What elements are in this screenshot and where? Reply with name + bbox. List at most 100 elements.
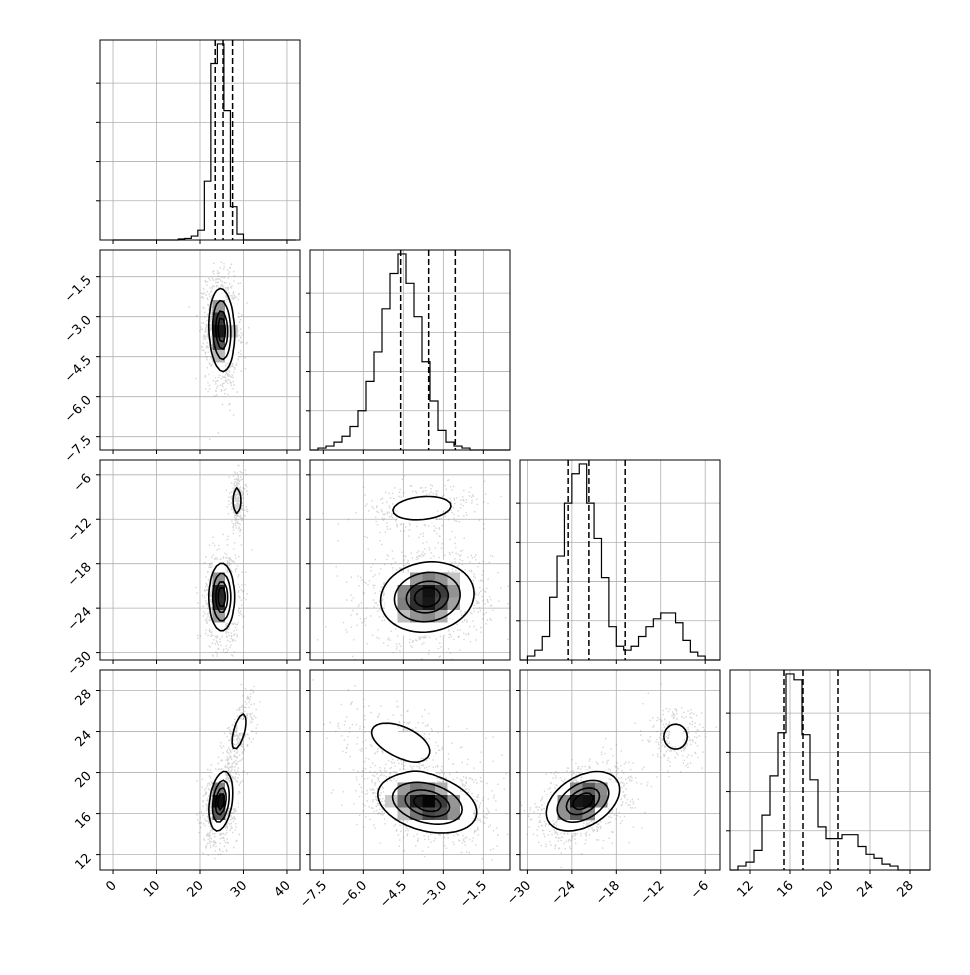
density-cell: [460, 597, 473, 611]
contour-level-4: [217, 317, 227, 343]
x-tick-label: 30: [228, 878, 250, 900]
density-cell: [237, 720, 251, 733]
contour-level-1: [545, 723, 689, 832]
contour-level-4: [572, 792, 594, 811]
density-cell: [460, 795, 473, 808]
panel-content: [520, 683, 717, 869]
y-tick-label: −12: [65, 515, 95, 545]
density-cell: [545, 807, 558, 821]
x-tick-label: −6.0: [337, 878, 370, 911]
density-cell: [422, 745, 436, 758]
panel-r2-c0: −6 −12 −18 −24 −30: [65, 459, 301, 679]
y-tick-label: 24: [73, 728, 95, 750]
density-cell: [410, 622, 423, 636]
density-cell: [422, 510, 436, 523]
density-cell: [582, 795, 596, 808]
density-cell: [557, 807, 571, 821]
y-tick-label: −30: [65, 649, 95, 679]
density-cell: [435, 820, 448, 833]
density-cell: [410, 745, 423, 758]
x-tick-label: 0: [103, 878, 119, 894]
y-tick-label: 16: [73, 810, 95, 832]
density-cell: [422, 597, 436, 611]
density-cell: [410, 497, 423, 511]
histogram-step-line: [520, 463, 720, 661]
density-cell: [422, 795, 436, 808]
contour-level-3: [405, 580, 450, 614]
y-tick-label: −6.0: [62, 393, 95, 426]
x-tick-label: −6: [688, 878, 712, 902]
density-cell: [397, 745, 411, 758]
panel-r0-c0: [96, 39, 301, 244]
x-tick-label: 24: [855, 878, 877, 900]
histogram-step-line: [310, 253, 510, 451]
density-cell: [422, 622, 436, 636]
density-cell: [460, 585, 473, 598]
density-cell: [582, 782, 596, 796]
x-tick-label: 12: [735, 878, 757, 900]
contour-level-4: [217, 793, 225, 811]
contour-level-2: [211, 779, 231, 823]
panel-content: [312, 679, 509, 861]
y-tick-label: −24: [65, 604, 95, 634]
axes-frame: [309, 669, 511, 871]
panel-r3-c1: −7.5 −6.0 −4.5 −3.0 −1.5: [297, 669, 511, 911]
density-cell: [670, 732, 683, 746]
contour-level-3: [565, 787, 601, 816]
y-tick-label: 28: [73, 687, 95, 709]
axes-frame: [519, 669, 721, 871]
density-cell: [212, 782, 226, 796]
axes-frame: [309, 459, 511, 661]
contour-level-1: [379, 495, 475, 634]
density-cell: [385, 720, 398, 733]
axes-frame: [519, 459, 721, 661]
density-cell: [397, 732, 411, 746]
panel-r1-c0: −1.5 −3.0 −4.5 −6.0 −7.5: [62, 249, 301, 466]
scatter-points: [196, 683, 261, 860]
density-cell: [385, 807, 398, 821]
contour-level-4: [413, 586, 442, 608]
panel-content: [195, 464, 253, 657]
histogram-step-line: [113, 43, 296, 241]
contour-level-3: [215, 581, 229, 613]
panel-r3-c0: 0 10 20 30 40 28 24 20 16 12: [73, 669, 301, 901]
density-cell: [385, 597, 398, 611]
density-cell: [670, 720, 683, 733]
density-cell: [410, 585, 423, 598]
y-tick-label: −4.5: [62, 353, 95, 386]
x-tick-label: −7.5: [297, 878, 330, 911]
x-tick-label: 20: [185, 878, 207, 900]
panel-content: [196, 683, 261, 860]
contour-level-3: [215, 310, 229, 350]
x-tick-label: −3.0: [417, 878, 450, 911]
contour-level-4: [217, 587, 227, 608]
density-cell: [447, 585, 461, 598]
density-cell: [410, 510, 423, 523]
x-tick-label: −4.5: [377, 878, 410, 911]
x-tick-label: −12: [638, 878, 668, 908]
x-tick-label: 20: [815, 878, 837, 900]
density-cell: [447, 807, 461, 821]
contour-level-1: [370, 722, 478, 834]
contour-level-3: [404, 789, 451, 818]
density-cell: [410, 770, 423, 783]
density-cell: [435, 497, 448, 511]
contour-level-2: [391, 781, 463, 825]
density-cell: [397, 497, 411, 511]
panel-r1-c1: [306, 249, 511, 454]
x-tick-label: 16: [775, 878, 797, 900]
x-tick-label: 28: [895, 878, 917, 900]
density-cell: [460, 820, 473, 833]
contour-level-2: [211, 299, 232, 361]
panel-r3-c2: −30 −24 −18 −12 −6: [504, 669, 721, 908]
y-tick-label: 20: [73, 769, 95, 791]
panel-r2-c1: [306, 459, 511, 664]
y-tick-label: −1.5: [62, 273, 95, 306]
density-cell: [212, 300, 226, 313]
x-tick-label: −24: [549, 878, 579, 908]
contour-level-1: [208, 713, 247, 832]
contour-level-3: [214, 787, 227, 816]
y-tick-label: −7.5: [62, 433, 95, 466]
